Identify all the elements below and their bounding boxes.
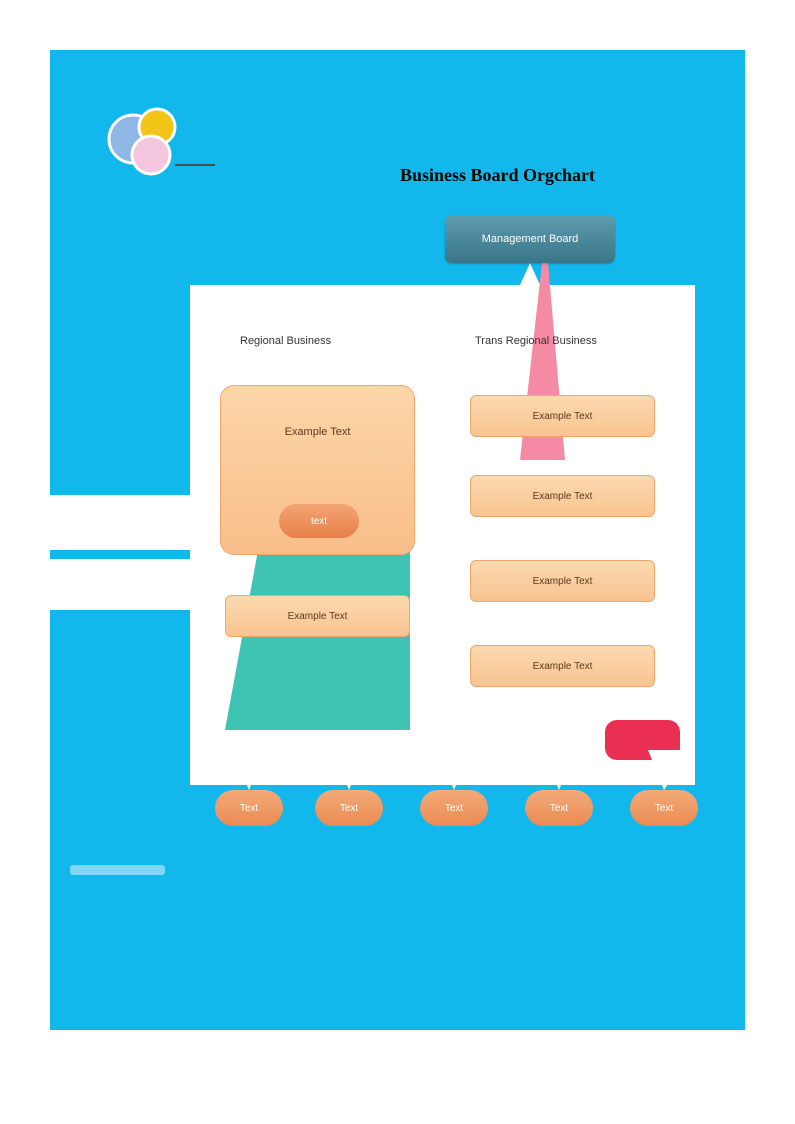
regional-big-box-label: Example Text (221, 426, 414, 438)
bottom-pill-0: Text (215, 790, 283, 826)
trans-regional-box-0: Example Text (470, 395, 655, 437)
trans-regional-box-3: Example Text (470, 645, 655, 687)
diagram-canvas: Business Board Orgchart Management Board R… (50, 50, 745, 1030)
left-blue-bar (50, 550, 190, 559)
bottom-pill-3: Text (525, 790, 593, 826)
section-header-regional: Regional Business (240, 335, 331, 347)
bottom-pill-2: Text (420, 790, 488, 826)
management-board-node: Management Board (445, 215, 615, 263)
page-title: Business Board Orgchart (400, 165, 595, 186)
trans-regional-box-1: Example Text (470, 475, 655, 517)
section-header-trans-regional: Trans Regional Business (475, 335, 597, 347)
regional-small-box: Example Text (225, 595, 410, 637)
regional-big-box: Example Text text (220, 385, 415, 555)
logo-icon (109, 109, 215, 174)
bottom-light-bar (70, 865, 165, 875)
connector-top-0 (520, 263, 540, 285)
regional-inner-pill: text (279, 504, 359, 538)
trans-regional-box-2: Example Text (470, 560, 655, 602)
bottom-pill-1: Text (315, 790, 383, 826)
bottom-pill-4: Text (630, 790, 698, 826)
